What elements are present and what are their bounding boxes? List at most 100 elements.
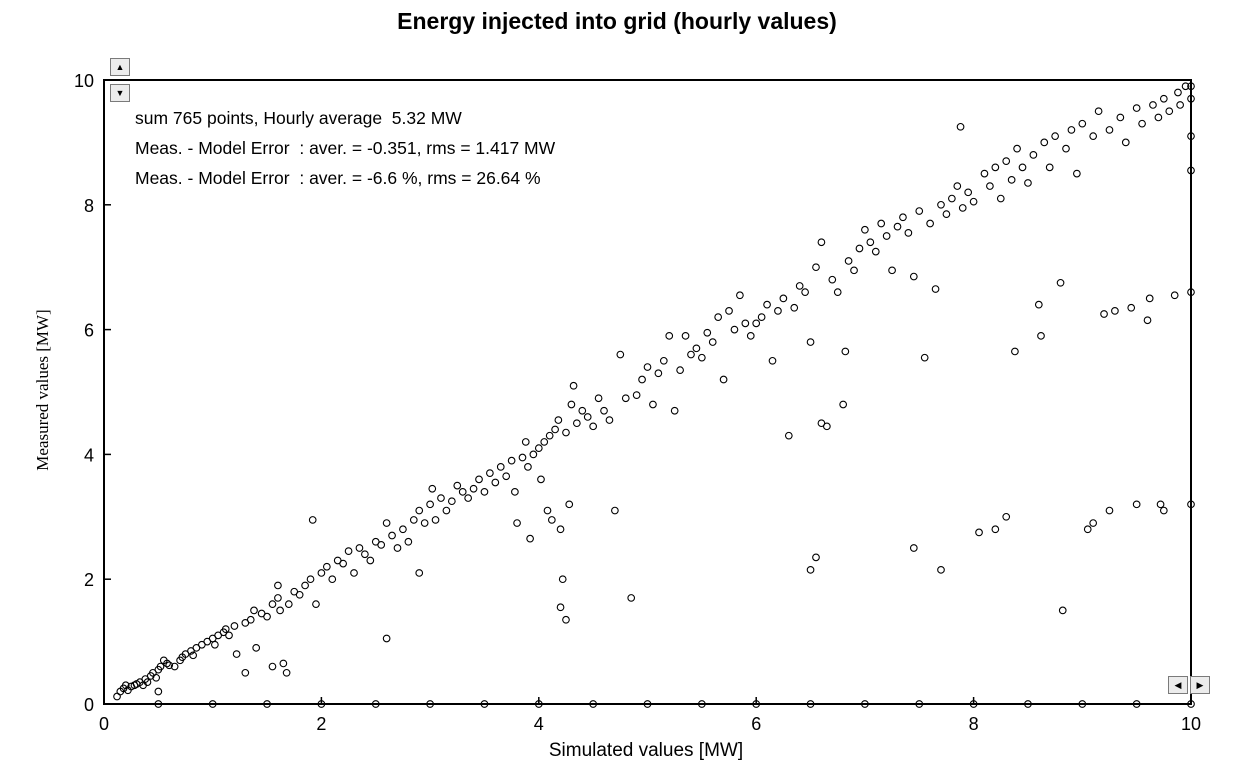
data-point [904, 229, 913, 237]
data-point [306, 575, 315, 584]
data-point [632, 391, 641, 399]
data-point [453, 481, 462, 490]
triangle-up-icon: ▲ [115, 62, 125, 72]
y-tick-label: 10 [74, 71, 94, 91]
data-point [774, 307, 782, 315]
data-point [382, 519, 391, 527]
data-point [241, 668, 250, 677]
data-point [583, 413, 592, 421]
scroll-up-button[interactable]: ▲ [110, 58, 130, 76]
data-point [279, 659, 288, 668]
data-point [1024, 700, 1032, 708]
data-point [823, 422, 831, 431]
data-point [1007, 175, 1016, 184]
data-point [1056, 278, 1065, 287]
data-point [513, 519, 521, 527]
data-point [507, 456, 516, 465]
x-tick-label: 10 [1181, 714, 1201, 734]
data-point [611, 506, 619, 515]
x-tick-label: 6 [751, 714, 761, 734]
data-point [931, 285, 940, 293]
data-point [1040, 138, 1049, 147]
data-point [850, 266, 858, 275]
data-point [937, 565, 945, 574]
scroll-right-button[interactable]: ▶ [1190, 676, 1210, 694]
data-point [730, 325, 739, 334]
data-point [594, 394, 603, 403]
data-point [409, 516, 418, 524]
data-point [1002, 157, 1011, 165]
data-point [170, 662, 179, 671]
data-point [431, 516, 440, 524]
data-point [355, 544, 364, 552]
data-point [915, 207, 924, 215]
data-point [790, 303, 799, 312]
data-point [426, 500, 434, 509]
data-point [1094, 107, 1103, 116]
data-point [1116, 113, 1125, 122]
data-point [295, 590, 304, 599]
y-axis: 0 2 4 6 8 10 [74, 71, 111, 715]
data-point [1170, 291, 1179, 300]
data-point [437, 494, 445, 502]
data-point [953, 182, 962, 190]
data-point [956, 122, 965, 131]
data-point [558, 575, 567, 584]
data-point [366, 556, 375, 565]
data-point [284, 600, 293, 609]
data-point [317, 569, 326, 577]
data-point [1105, 506, 1114, 515]
data-point [1174, 88, 1182, 97]
data-point [1187, 82, 1195, 91]
data-point [322, 562, 331, 571]
data-point [643, 700, 652, 708]
data-point [605, 416, 614, 424]
y-tick-label: 0 [84, 695, 94, 715]
data-point [969, 197, 978, 206]
data-point [1187, 94, 1195, 103]
data-point [1187, 288, 1195, 297]
data-point [839, 400, 848, 409]
data-point [572, 419, 581, 428]
annotation-sum: sum 765 points, Hourly average 5.32 MW [135, 108, 462, 128]
scroll-down-button[interactable]: ▼ [110, 84, 130, 102]
data-point [768, 356, 777, 365]
data-point [393, 544, 402, 552]
data-point [697, 700, 706, 708]
data-point [208, 700, 217, 708]
data-point [703, 328, 712, 337]
data-point [877, 219, 886, 228]
y-axis-label: Measured values [MW] [33, 309, 52, 471]
data-point [659, 356, 668, 365]
data-point [442, 506, 451, 515]
data-point [263, 700, 271, 708]
data-point [578, 406, 587, 415]
data-point [420, 519, 429, 527]
data-point [725, 307, 733, 315]
data-point [1029, 151, 1038, 159]
data-point [806, 700, 815, 708]
data-point [350, 569, 358, 577]
data-point [556, 525, 565, 534]
data-point [328, 575, 337, 584]
data-point [649, 400, 657, 409]
data-point [371, 700, 380, 708]
scroll-left-button[interactable]: ◀ [1168, 676, 1188, 694]
data-point [964, 188, 973, 197]
data-point [638, 375, 646, 384]
data-point [1149, 101, 1157, 109]
data-point [1111, 307, 1119, 315]
data-point [562, 428, 570, 437]
data-point [975, 528, 983, 537]
data-point [511, 487, 519, 496]
x-tick-label: 8 [969, 714, 979, 734]
data-point [447, 497, 456, 506]
data-point [1062, 144, 1070, 153]
data-point [165, 661, 174, 670]
data-point [844, 257, 853, 265]
data-point [344, 547, 353, 555]
data-point [991, 163, 1000, 172]
data-point [1165, 107, 1174, 116]
data-point [1159, 506, 1168, 515]
